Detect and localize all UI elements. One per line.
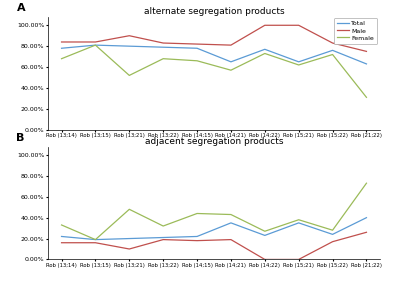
Male — [161, 238, 166, 241]
Total — [93, 238, 98, 241]
Male — [364, 231, 369, 234]
Male — [330, 240, 335, 243]
Male — [195, 239, 200, 242]
Title: adjacent segregation products: adjacent segregation products — [145, 137, 283, 146]
Male — [127, 34, 132, 38]
Total — [127, 45, 132, 48]
Total — [93, 43, 98, 47]
Female — [364, 96, 369, 99]
Total — [127, 237, 132, 240]
Total — [330, 233, 335, 236]
Total — [228, 60, 233, 63]
Total — [195, 47, 200, 50]
Female — [364, 182, 369, 185]
Female — [262, 230, 267, 233]
Female — [59, 223, 64, 227]
Male — [228, 238, 233, 241]
Male — [262, 24, 267, 27]
Total — [262, 234, 267, 237]
Text: B: B — [16, 133, 25, 143]
Total — [195, 235, 200, 238]
Text: A: A — [16, 3, 25, 13]
Male — [195, 42, 200, 46]
Female — [296, 63, 301, 67]
Female — [93, 43, 98, 47]
Male — [296, 258, 301, 261]
Male — [161, 41, 166, 45]
Male — [59, 40, 64, 44]
Female — [262, 52, 267, 55]
Female — [161, 57, 166, 60]
Male — [93, 241, 98, 244]
Female — [296, 218, 301, 221]
Female — [195, 212, 200, 215]
Total — [59, 235, 64, 238]
Line: Male: Male — [62, 232, 366, 259]
Title: alternate segregation products: alternate segregation products — [144, 7, 284, 16]
Line: Male: Male — [62, 25, 366, 51]
Line: Female: Female — [62, 45, 366, 97]
Total — [296, 221, 301, 224]
Female — [127, 208, 132, 211]
Total — [364, 62, 369, 66]
Male — [93, 40, 98, 44]
Female — [161, 224, 166, 228]
Female — [127, 74, 132, 77]
Female — [59, 57, 64, 60]
Female — [228, 69, 233, 72]
Legend: Total, Male, Female: Total, Male, Female — [334, 18, 377, 44]
Male — [262, 258, 267, 261]
Line: Female: Female — [62, 183, 366, 240]
Male — [330, 41, 335, 45]
Total — [296, 60, 301, 63]
Total — [330, 49, 335, 52]
Male — [127, 247, 132, 251]
Total — [161, 236, 166, 239]
Line: Total: Total — [62, 45, 366, 64]
Line: Total: Total — [62, 218, 366, 240]
Male — [59, 241, 64, 244]
Female — [195, 59, 200, 63]
Female — [330, 53, 335, 56]
Female — [228, 213, 233, 216]
Total — [59, 47, 64, 50]
Total — [262, 48, 267, 51]
Female — [93, 238, 98, 241]
Male — [228, 43, 233, 47]
Total — [228, 221, 233, 224]
Female — [330, 228, 335, 232]
Total — [161, 45, 166, 49]
Male — [296, 24, 301, 27]
Male — [364, 50, 369, 53]
Total — [364, 216, 369, 219]
